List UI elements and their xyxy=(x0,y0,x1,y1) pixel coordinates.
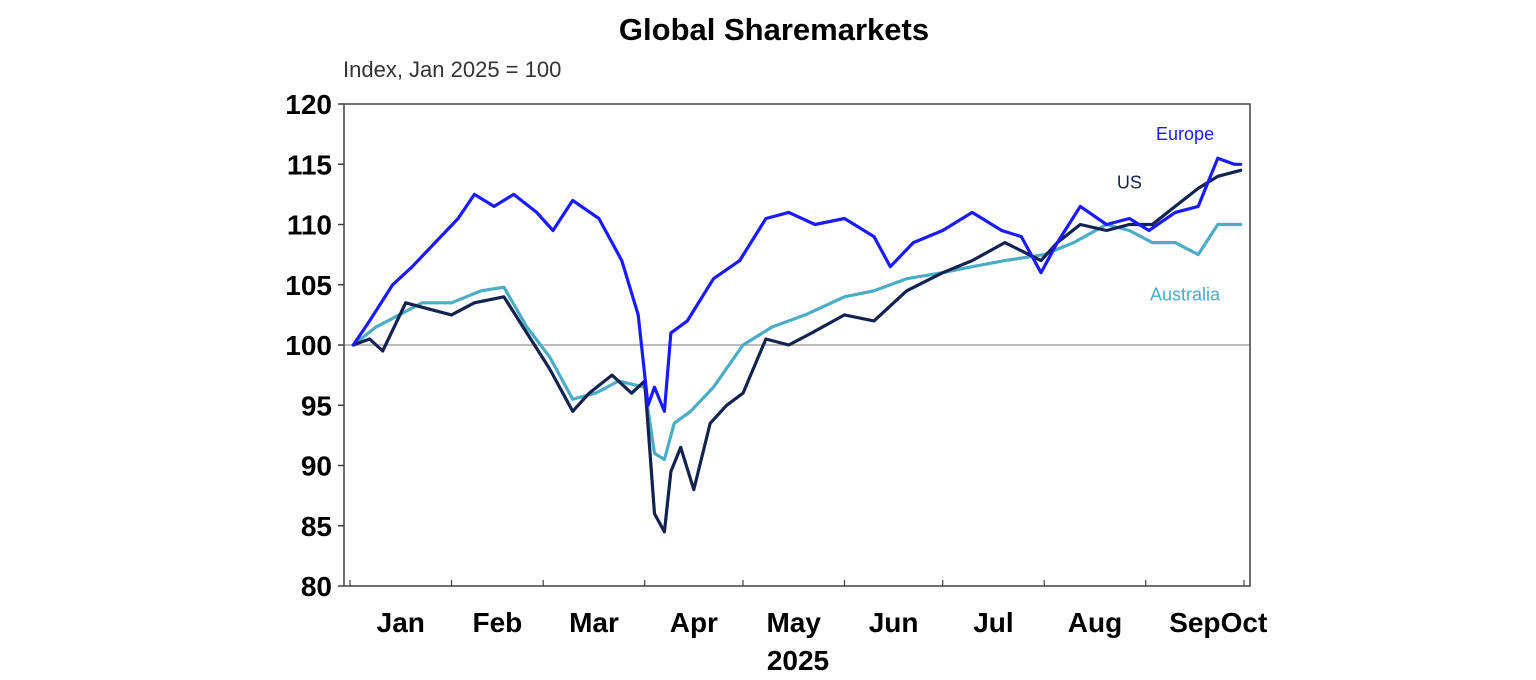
y-tick-label: 80 xyxy=(301,571,332,602)
x-tick-label: Jun xyxy=(869,607,919,638)
x-tick-label: Sep xyxy=(1169,607,1220,638)
x-tick-label: May xyxy=(766,607,821,638)
y-tick-label: 90 xyxy=(301,451,332,482)
y-tick-label: 120 xyxy=(285,89,332,120)
y-tick-label: 95 xyxy=(301,390,332,421)
x-tick-label: Oct xyxy=(1221,607,1268,638)
y-tick-label: 100 xyxy=(285,330,332,361)
y-axis: 120 115 110 105 100 95 90 85 80 xyxy=(285,89,344,602)
series-label-australia: Australia xyxy=(1150,284,1221,304)
series-line-us xyxy=(351,168,1243,534)
x-tick-label: Mar xyxy=(569,607,619,638)
x-tick-label: Apr xyxy=(670,607,718,638)
y-tick-label: 85 xyxy=(301,511,332,542)
chart-subtitle: Index, Jan 2025 = 100 xyxy=(343,57,561,82)
series-labels: Europe US Australia xyxy=(1117,124,1221,304)
x-tick-label: Feb xyxy=(472,607,522,638)
series-lines xyxy=(351,156,1243,534)
y-tick-label: 105 xyxy=(285,270,332,301)
plot-area xyxy=(343,103,1251,587)
x-axis-label: 2025 xyxy=(767,645,829,676)
series-line-europe xyxy=(351,156,1243,413)
y-tick-label: 115 xyxy=(287,149,332,180)
chart-title: Global Sharemarkets xyxy=(619,12,929,47)
series-label-us: US xyxy=(1117,172,1142,192)
x-tick-label: Jul xyxy=(973,607,1013,638)
x-tick-label: Jan xyxy=(377,607,425,638)
y-tick-label: 110 xyxy=(287,210,332,241)
series-label-europe: Europe xyxy=(1156,124,1214,144)
series-line-australia xyxy=(351,222,1243,462)
x-tick-label: Aug xyxy=(1068,607,1122,638)
x-axis: Jan Feb Mar Apr May Jun Jul Aug Sep Oct xyxy=(349,580,1268,638)
